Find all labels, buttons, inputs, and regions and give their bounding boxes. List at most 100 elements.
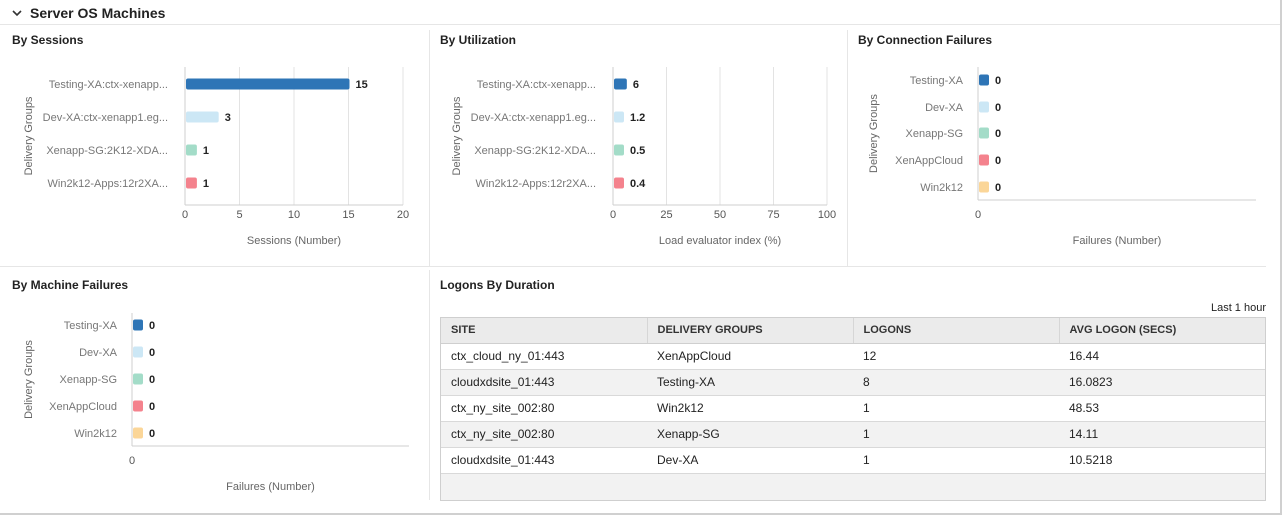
category-label: Testing-XA [64, 320, 118, 332]
bar [186, 177, 197, 189]
bar [186, 144, 197, 156]
x-axis-title: Sessions (Number) [247, 235, 341, 247]
data-label: 0 [149, 428, 155, 440]
bar [133, 319, 143, 331]
category-label: XenAppCloud [895, 155, 963, 167]
cell-delivery-group: Win2k12 [647, 395, 853, 422]
x-tick-label: 10 [288, 209, 300, 221]
category-label: Dev-XA [925, 102, 964, 114]
table-row[interactable]: cloudxdsite_01:443 Testing-XA 8 16.0823 [441, 369, 1265, 396]
x-tick-label: 15 [342, 209, 354, 221]
data-label: 0.5 [630, 145, 645, 157]
bar [614, 177, 624, 189]
table-row[interactable]: ctx_ny_site_002:80 Win2k12 1 48.53 [441, 395, 1265, 422]
cell-logons: 1 [853, 395, 1059, 422]
data-label: 0.4 [630, 178, 646, 190]
bar [186, 111, 219, 123]
data-label: 1 [203, 145, 209, 157]
section-title: Server OS Machines [30, 5, 166, 21]
x-tick-label: 0 [182, 209, 188, 221]
cell-avg-logon: 48.53 [1059, 395, 1265, 422]
x-tick-label: 20 [397, 209, 409, 221]
x-tick-label: 5 [236, 209, 242, 221]
bar [979, 101, 989, 113]
bar [614, 111, 624, 123]
table-header-row: SITE DELIVERY GROUPS LOGONS AVG LOGON (S… [441, 318, 1265, 344]
x-tick-label: 0 [129, 455, 135, 467]
column-header-site[interactable]: SITE [441, 318, 648, 344]
column-header-avg-logon[interactable]: AVG LOGON (SECS) [1059, 318, 1265, 344]
table-row[interactable]: cloudxdsite_01:443 Dev-XA 1 10.5218 [441, 447, 1265, 474]
cell-site: ctx_ny_site_002:80 [441, 421, 647, 448]
column-header-delivery-groups[interactable]: DELIVERY GROUPS [647, 318, 854, 344]
data-label: 1 [203, 178, 209, 190]
cell-avg-logon: 16.0823 [1059, 369, 1265, 396]
bar [133, 400, 143, 412]
panel-title-logons: Logons By Duration [440, 278, 555, 292]
data-label: 0 [149, 320, 155, 332]
data-label: 6 [633, 79, 639, 91]
x-tick-label: 0 [610, 209, 616, 221]
cell-logons: 1 [853, 447, 1059, 474]
panel-divider [429, 270, 430, 500]
logons-table: SITE DELIVERY GROUPS LOGONS AVG LOGON (S… [440, 317, 1266, 501]
bar [133, 373, 143, 385]
bar [133, 427, 143, 439]
y-axis-title: Delivery Groups [23, 340, 35, 419]
time-range-label: Last 1 hour [1210, 302, 1266, 314]
column-header-logons[interactable]: LOGONS [853, 318, 1060, 344]
cell-delivery-group: Dev-XA [647, 447, 853, 474]
panel-title-machine-failures: By Machine Failures [12, 278, 129, 292]
bar [979, 127, 989, 139]
data-label: 0 [149, 374, 155, 386]
data-label: 0 [995, 102, 1001, 114]
category-label: Testing-XA [910, 75, 964, 87]
data-label: 0 [995, 155, 1001, 167]
bar [186, 78, 350, 90]
panel-divider [847, 30, 848, 266]
x-tick-label: 25 [660, 209, 672, 221]
row-divider [0, 266, 1266, 267]
data-label: 0 [149, 347, 155, 359]
panel-title-sessions: By Sessions [12, 33, 84, 47]
y-axis-title: Delivery Groups [23, 96, 35, 175]
x-tick-label: 75 [767, 209, 779, 221]
y-axis-title: Delivery Groups [451, 96, 463, 175]
category-label: Testing-XA:ctx-xenapp... [49, 79, 168, 91]
cell-site: ctx_cloud_ny_01:443 [441, 343, 647, 370]
bar [614, 144, 624, 156]
bar [133, 346, 143, 358]
cell-avg-logon: 14.11 [1059, 421, 1265, 448]
x-tick-label: 100 [818, 209, 836, 221]
category-label: Dev-XA:ctx-xenapp1.eg... [471, 112, 596, 124]
bar [979, 181, 989, 193]
panel-divider [429, 30, 430, 266]
table-row[interactable]: ctx_cloud_ny_01:443 XenAppCloud 12 16.44 [441, 343, 1265, 370]
category-label: Dev-XA [79, 347, 118, 359]
x-axis-title: Load evaluator index (%) [659, 235, 781, 247]
cell-delivery-group: Xenapp-SG [647, 421, 853, 448]
category-label: Win2k12-Apps:12r2XA... [476, 178, 596, 190]
cell-site: ctx_ny_site_002:80 [441, 395, 647, 422]
data-label: 15 [356, 79, 368, 91]
data-label: 3 [225, 112, 231, 124]
bar [614, 78, 627, 90]
x-tick-label: 0 [975, 209, 981, 221]
x-axis-title: Failures (Number) [226, 481, 315, 493]
data-label: 0 [995, 75, 1001, 87]
cell-logons: 12 [853, 343, 1059, 370]
table-row[interactable]: ctx_ny_site_002:80 Xenapp-SG 1 14.11 [441, 421, 1265, 448]
section-collapse-toggle[interactable]: Server OS Machines [10, 4, 165, 22]
category-label: Win2k12 [74, 428, 117, 440]
y-axis-title: Delivery Groups [868, 94, 880, 173]
category-label: Testing-XA:ctx-xenapp... [477, 79, 596, 91]
panel-title-utilization: By Utilization [440, 33, 517, 47]
category-label: Win2k12-Apps:12r2XA... [48, 178, 168, 190]
x-tick-label: 50 [714, 209, 726, 221]
category-label: Dev-XA:ctx-xenapp1.eg... [43, 112, 168, 124]
